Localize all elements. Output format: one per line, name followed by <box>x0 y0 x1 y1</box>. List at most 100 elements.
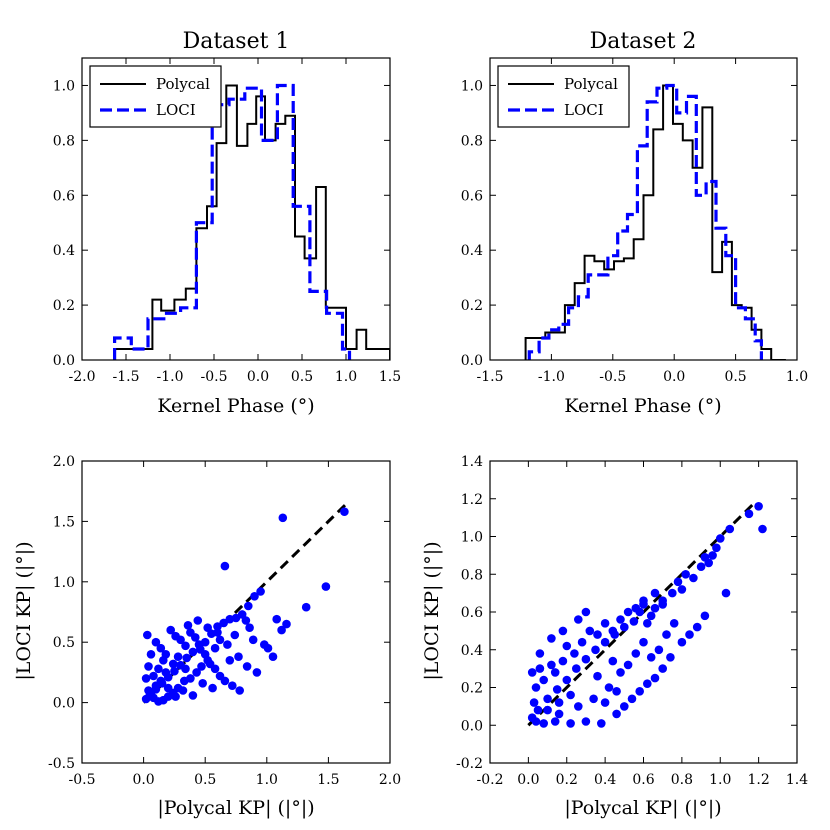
scatter-point <box>193 616 203 625</box>
scatter-point <box>141 674 151 683</box>
scatter-point <box>754 502 763 511</box>
x-tick-label: 1.5 <box>317 772 339 788</box>
legend: Polycal LOCI <box>89 65 222 128</box>
series-line-loci <box>113 83 352 360</box>
scatter-point <box>208 683 217 693</box>
scatter-point <box>171 692 180 701</box>
scatter-point <box>161 668 171 677</box>
scatter-dataset-1: |Polycal KP| (|°|) |LOCI KP| (|°|) -0.5 0… <box>13 454 401 819</box>
scatter-point <box>597 719 606 728</box>
scatter-point <box>685 630 694 639</box>
scatter-point <box>612 709 621 719</box>
scatter-point <box>581 654 591 664</box>
scatter-point <box>248 635 258 645</box>
scatter-point <box>666 653 675 662</box>
axes-frame <box>81 460 391 764</box>
y-tick-label: 1.0 <box>53 78 75 94</box>
scatter-point <box>547 634 556 643</box>
scatter-point <box>539 675 548 685</box>
scatter-point <box>574 702 583 711</box>
scatter-point <box>529 698 539 707</box>
scatter-point <box>570 649 579 658</box>
y-tick-label: 1.5 <box>53 514 75 530</box>
scatter-point <box>210 664 220 674</box>
x-tick-label: 1.0 <box>709 772 731 788</box>
scatter-point <box>581 717 591 726</box>
scatter-point <box>203 623 212 632</box>
scatter-point <box>581 607 591 617</box>
x-tick-label: -1.0 <box>157 369 184 385</box>
scatter-point <box>200 650 210 659</box>
x-tick-label: -0.2 <box>477 772 504 788</box>
series-line-polycal <box>524 84 786 360</box>
scatter-point <box>144 662 153 671</box>
scatter-point <box>182 653 191 663</box>
scatter-point <box>168 659 178 669</box>
scatter-point <box>173 652 183 661</box>
scatter-point <box>181 641 190 651</box>
scatter-point <box>566 690 575 700</box>
plot-area <box>113 83 390 360</box>
scatter-point <box>725 524 735 534</box>
scatter-point <box>623 607 633 617</box>
scatter-point <box>616 615 625 624</box>
scatter-point <box>550 717 560 726</box>
scatter-point <box>151 637 161 647</box>
x-tick-label: -1.0 <box>538 369 565 385</box>
x-tick-label: 2.0 <box>379 772 401 788</box>
x-tick-label: 1.0 <box>256 772 278 788</box>
plot-area <box>524 83 786 360</box>
scatter-point <box>554 709 564 719</box>
scatter-point <box>627 694 637 704</box>
scatter-point <box>527 668 537 677</box>
scatter-point <box>198 679 207 688</box>
x-tick-label: 0.0 <box>247 369 269 385</box>
scatter-point <box>712 543 721 553</box>
scatter-point <box>215 635 225 645</box>
scatter-point <box>282 619 291 629</box>
scatter-point <box>662 630 671 639</box>
scatter-point <box>321 582 331 591</box>
scatter-point <box>250 592 259 601</box>
scatter-point <box>220 676 230 686</box>
y-tick-label: 0.4 <box>53 243 75 259</box>
scatter-point <box>256 587 265 596</box>
scatter-point <box>643 619 652 628</box>
scatter-point <box>242 662 252 671</box>
scatter-point <box>228 681 237 690</box>
y-tick-label: 0.8 <box>461 133 483 149</box>
scatter-point <box>178 686 188 695</box>
scatter-point <box>620 702 629 711</box>
scatter-point <box>654 645 664 655</box>
x-tick-label: -0.5 <box>599 369 626 385</box>
scatter-point <box>577 637 587 647</box>
scatter-point <box>241 616 251 625</box>
scatter-point <box>646 653 656 662</box>
scatter-point <box>234 652 243 661</box>
scatter-point <box>210 643 220 653</box>
scatter-point <box>340 507 349 516</box>
scatter-point <box>552 685 562 694</box>
scatter-point <box>585 626 595 636</box>
scatter-point <box>149 671 158 681</box>
histogram-dataset-1: Dataset 1 Kernel Phase (°) -2.0 -1.5 -1.0 -… <box>53 29 401 417</box>
scatter-point <box>646 611 656 621</box>
scatter-dataset-2: |Polycal KP| (|°|) |LOCI KP| (|°|) -0.2 0… <box>421 454 808 819</box>
x-tick-label: 0.2 <box>556 772 578 788</box>
y-tick-label: 0.6 <box>461 605 483 621</box>
x-tick-label: 0.5 <box>291 369 313 385</box>
x-tick-label: 0.0 <box>517 772 539 788</box>
scatter-point <box>608 626 618 636</box>
scatter-point <box>220 561 230 571</box>
scatter-point <box>176 635 185 645</box>
scatter-point <box>223 640 232 649</box>
x-tick-label: 0.0 <box>132 772 154 788</box>
y-tick-label: 0.6 <box>461 188 483 204</box>
scatter-point <box>572 664 581 673</box>
scatter-point <box>692 622 702 632</box>
scatter-point <box>151 681 161 690</box>
x-tick-label: -2.0 <box>69 369 96 385</box>
scatter-point <box>180 676 189 686</box>
scatter-point <box>591 645 600 655</box>
